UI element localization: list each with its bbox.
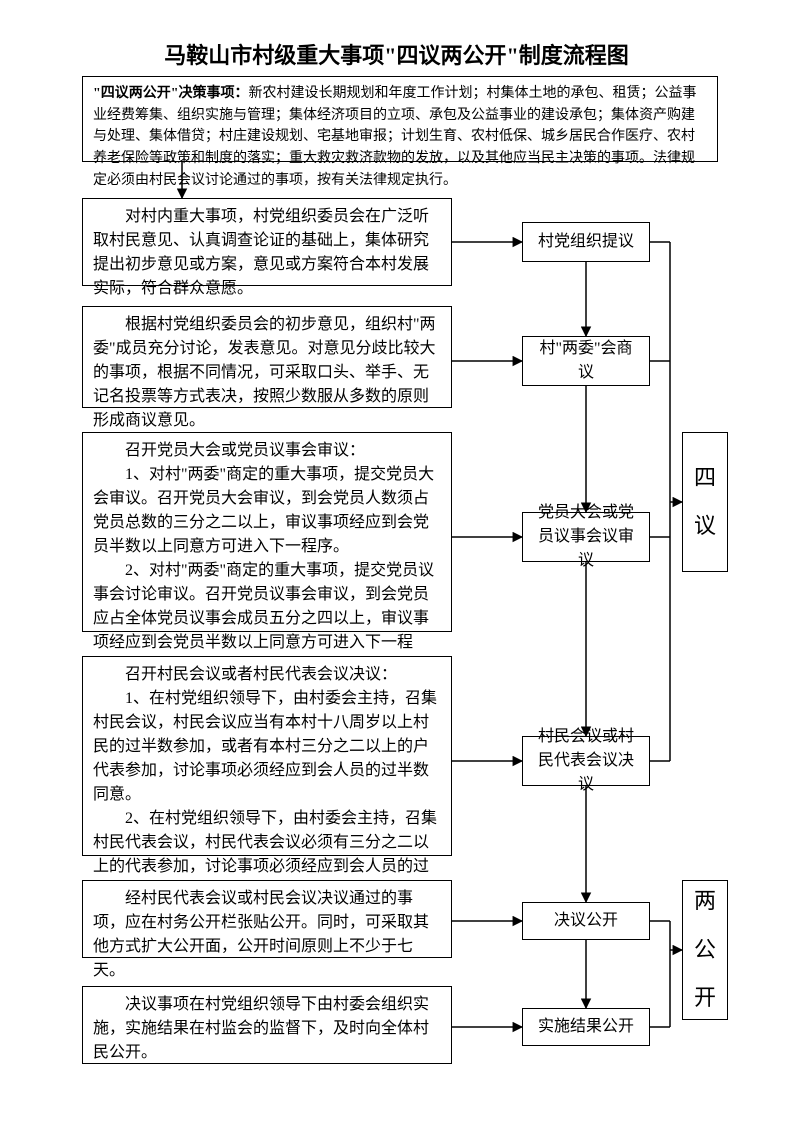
step-2-desc: 根据村党组织委员会的初步意见，组织村"两委"成员充分讨论，发表意见。对意见分歧比…: [82, 306, 452, 408]
step-6-label: 实施结果公开: [522, 1008, 650, 1046]
step-3-desc: 召开党员大会或党员议事会审议： 1、对村"两委"商定的重大事项，提交党员大会审议…: [82, 432, 452, 632]
step-4-label: 村民会议或村民代表会议决议: [522, 736, 650, 786]
step-4-desc: 召开村民会议或者村民代表会议决议： 1、在村党组织领导下，由村委会主持，召集村民…: [82, 656, 452, 856]
group-siyi: 四议: [682, 432, 728, 572]
step-1-label: 村党组织提议: [522, 222, 650, 262]
group-lianggongkai: 两公开: [682, 880, 728, 1020]
step-3-label: 党员大会或党员议事会议审议: [522, 512, 650, 562]
step-5-desc: 经村民代表会议或村民会议决议通过的事项，应在村务公开栏张贴公开。同时，可采取其他…: [82, 880, 452, 958]
step-6-desc: 决议事项在村党组织领导下由村委会组织实施，实施结果在村监会的监督下，及时向全体村…: [82, 986, 452, 1064]
step-5-label: 决议公开: [522, 902, 650, 940]
page-title: 马鞍山市村级重大事项"四议两公开"制度流程图: [0, 38, 793, 70]
header-decision-items: "四议两公开"决策事项：新农村建设长期规划和年度工作计划；村集体土地的承包、租赁…: [82, 76, 718, 162]
step-2-label: 村"两委"会商议: [522, 336, 650, 386]
step-1-desc: 对村内重大事项，村党组织委员会在广泛听取村民意见、认真调查论证的基础上，集体研究…: [82, 198, 452, 286]
header-text: 新农村建设长期规划和年度工作计划；村集体土地的承包、租赁；公益事业经费筹集、组织…: [93, 86, 697, 188]
header-lead: "四议两公开"决策事项：: [93, 86, 249, 101]
